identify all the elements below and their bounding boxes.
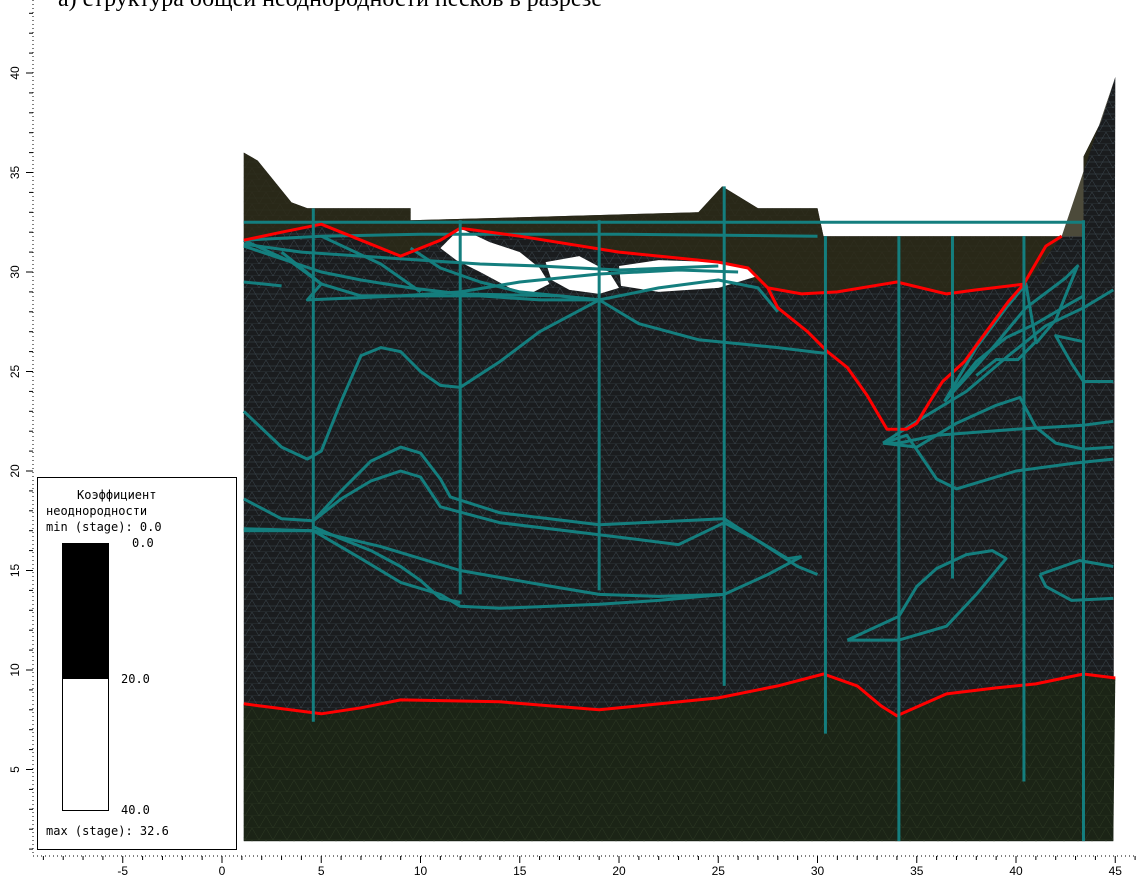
layer-contour-25 — [1038, 573, 1114, 602]
legend-title-line1: Коэффициент — [77, 488, 157, 502]
layer-contour-20 — [943, 294, 1085, 403]
x-tick-label: 45 — [1109, 864, 1123, 878]
legend-value-1: 20.0 — [121, 672, 150, 686]
x-tick-label: 5 — [318, 864, 325, 878]
layer-contour-7 — [320, 234, 422, 294]
layer-contour-5 — [243, 280, 282, 288]
y-tick-label: 40 — [8, 66, 22, 80]
layer-contour-10 — [598, 298, 828, 356]
lens-0 — [440, 228, 550, 294]
upper-boundary-line — [243, 222, 1063, 431]
legend-bar-low — [62, 543, 109, 678]
layer-contour-9 — [242, 298, 600, 461]
axes: -5 0 5 10 15 20 25 30 35 40 45 5 10 15 20 25 30 35 40 — [8, 0, 1137, 878]
color-legend: Коэффициент неоднородности min (stage): … — [37, 477, 237, 850]
legend-value-2: 40.0 — [121, 803, 150, 817]
layer-contour-1 — [243, 232, 818, 242]
layer-contour-26 — [1039, 559, 1114, 576]
layer-contour-17 — [882, 433, 1114, 491]
legend-value-0: 0.0 — [132, 536, 154, 550]
y-tick-label: 15 — [8, 564, 22, 578]
legend-title-line2: неоднородности — [46, 504, 148, 518]
layer-contour-21 — [943, 264, 1079, 403]
layer-contour-12 — [312, 445, 802, 561]
layer-contour-16 — [883, 419, 1114, 445]
x-tick-label: 10 — [414, 864, 428, 878]
y-tick-label: 10 — [8, 663, 22, 677]
y-tick-label: 5 — [8, 766, 22, 773]
layer-contour-13 — [243, 529, 803, 598]
x-tick-label: 30 — [811, 864, 825, 878]
legend-max-label: max (stage): 32.6 — [46, 824, 169, 838]
legend-bar-high — [62, 678, 109, 811]
y-tick-label: 30 — [8, 265, 22, 279]
layer-contour-23 — [1054, 334, 1114, 383]
upper-boundary-line-right — [767, 280, 1027, 296]
x-tick-label: 25 — [712, 864, 726, 878]
lower-boundary-line — [243, 672, 1116, 718]
x-tick-label: 35 — [910, 864, 924, 878]
x-tick-label: 0 — [219, 864, 226, 878]
x-tick-label: -5 — [117, 864, 128, 878]
figure-title: а) структура общей неоднородности песков… — [58, 0, 602, 13]
layer-contour-15 — [312, 525, 461, 604]
layer-contour-8 — [409, 246, 600, 302]
layer-contour-18 — [882, 395, 1114, 451]
y-tick-label: 20 — [8, 464, 22, 478]
x-tick-label: 15 — [513, 864, 527, 878]
layer-contour-2 — [243, 242, 719, 272]
plot-area — [242, 77, 1116, 842]
layer-contour-24 — [846, 549, 1008, 642]
y-tick-label: 35 — [8, 166, 22, 180]
y-tick-label: 25 — [8, 365, 22, 379]
legend-min-label: min (stage): 0.0 — [46, 520, 162, 534]
x-tick-label: 20 — [612, 864, 626, 878]
x-tick-label: 40 — [1009, 864, 1023, 878]
